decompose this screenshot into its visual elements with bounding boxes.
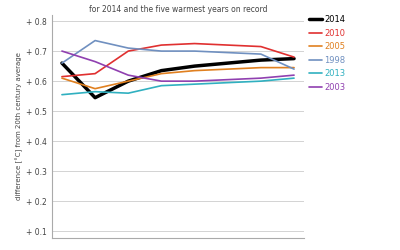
Title: for 2014 and the five warmest years on record: for 2014 and the five warmest years on r… — [89, 5, 267, 14]
Y-axis label: difference [°C] from 20th century average: difference [°C] from 20th century averag… — [16, 52, 24, 200]
Legend: 2014, 2010, 2005, 1998, 2013, 2003: 2014, 2010, 2005, 1998, 2013, 2003 — [309, 15, 345, 92]
